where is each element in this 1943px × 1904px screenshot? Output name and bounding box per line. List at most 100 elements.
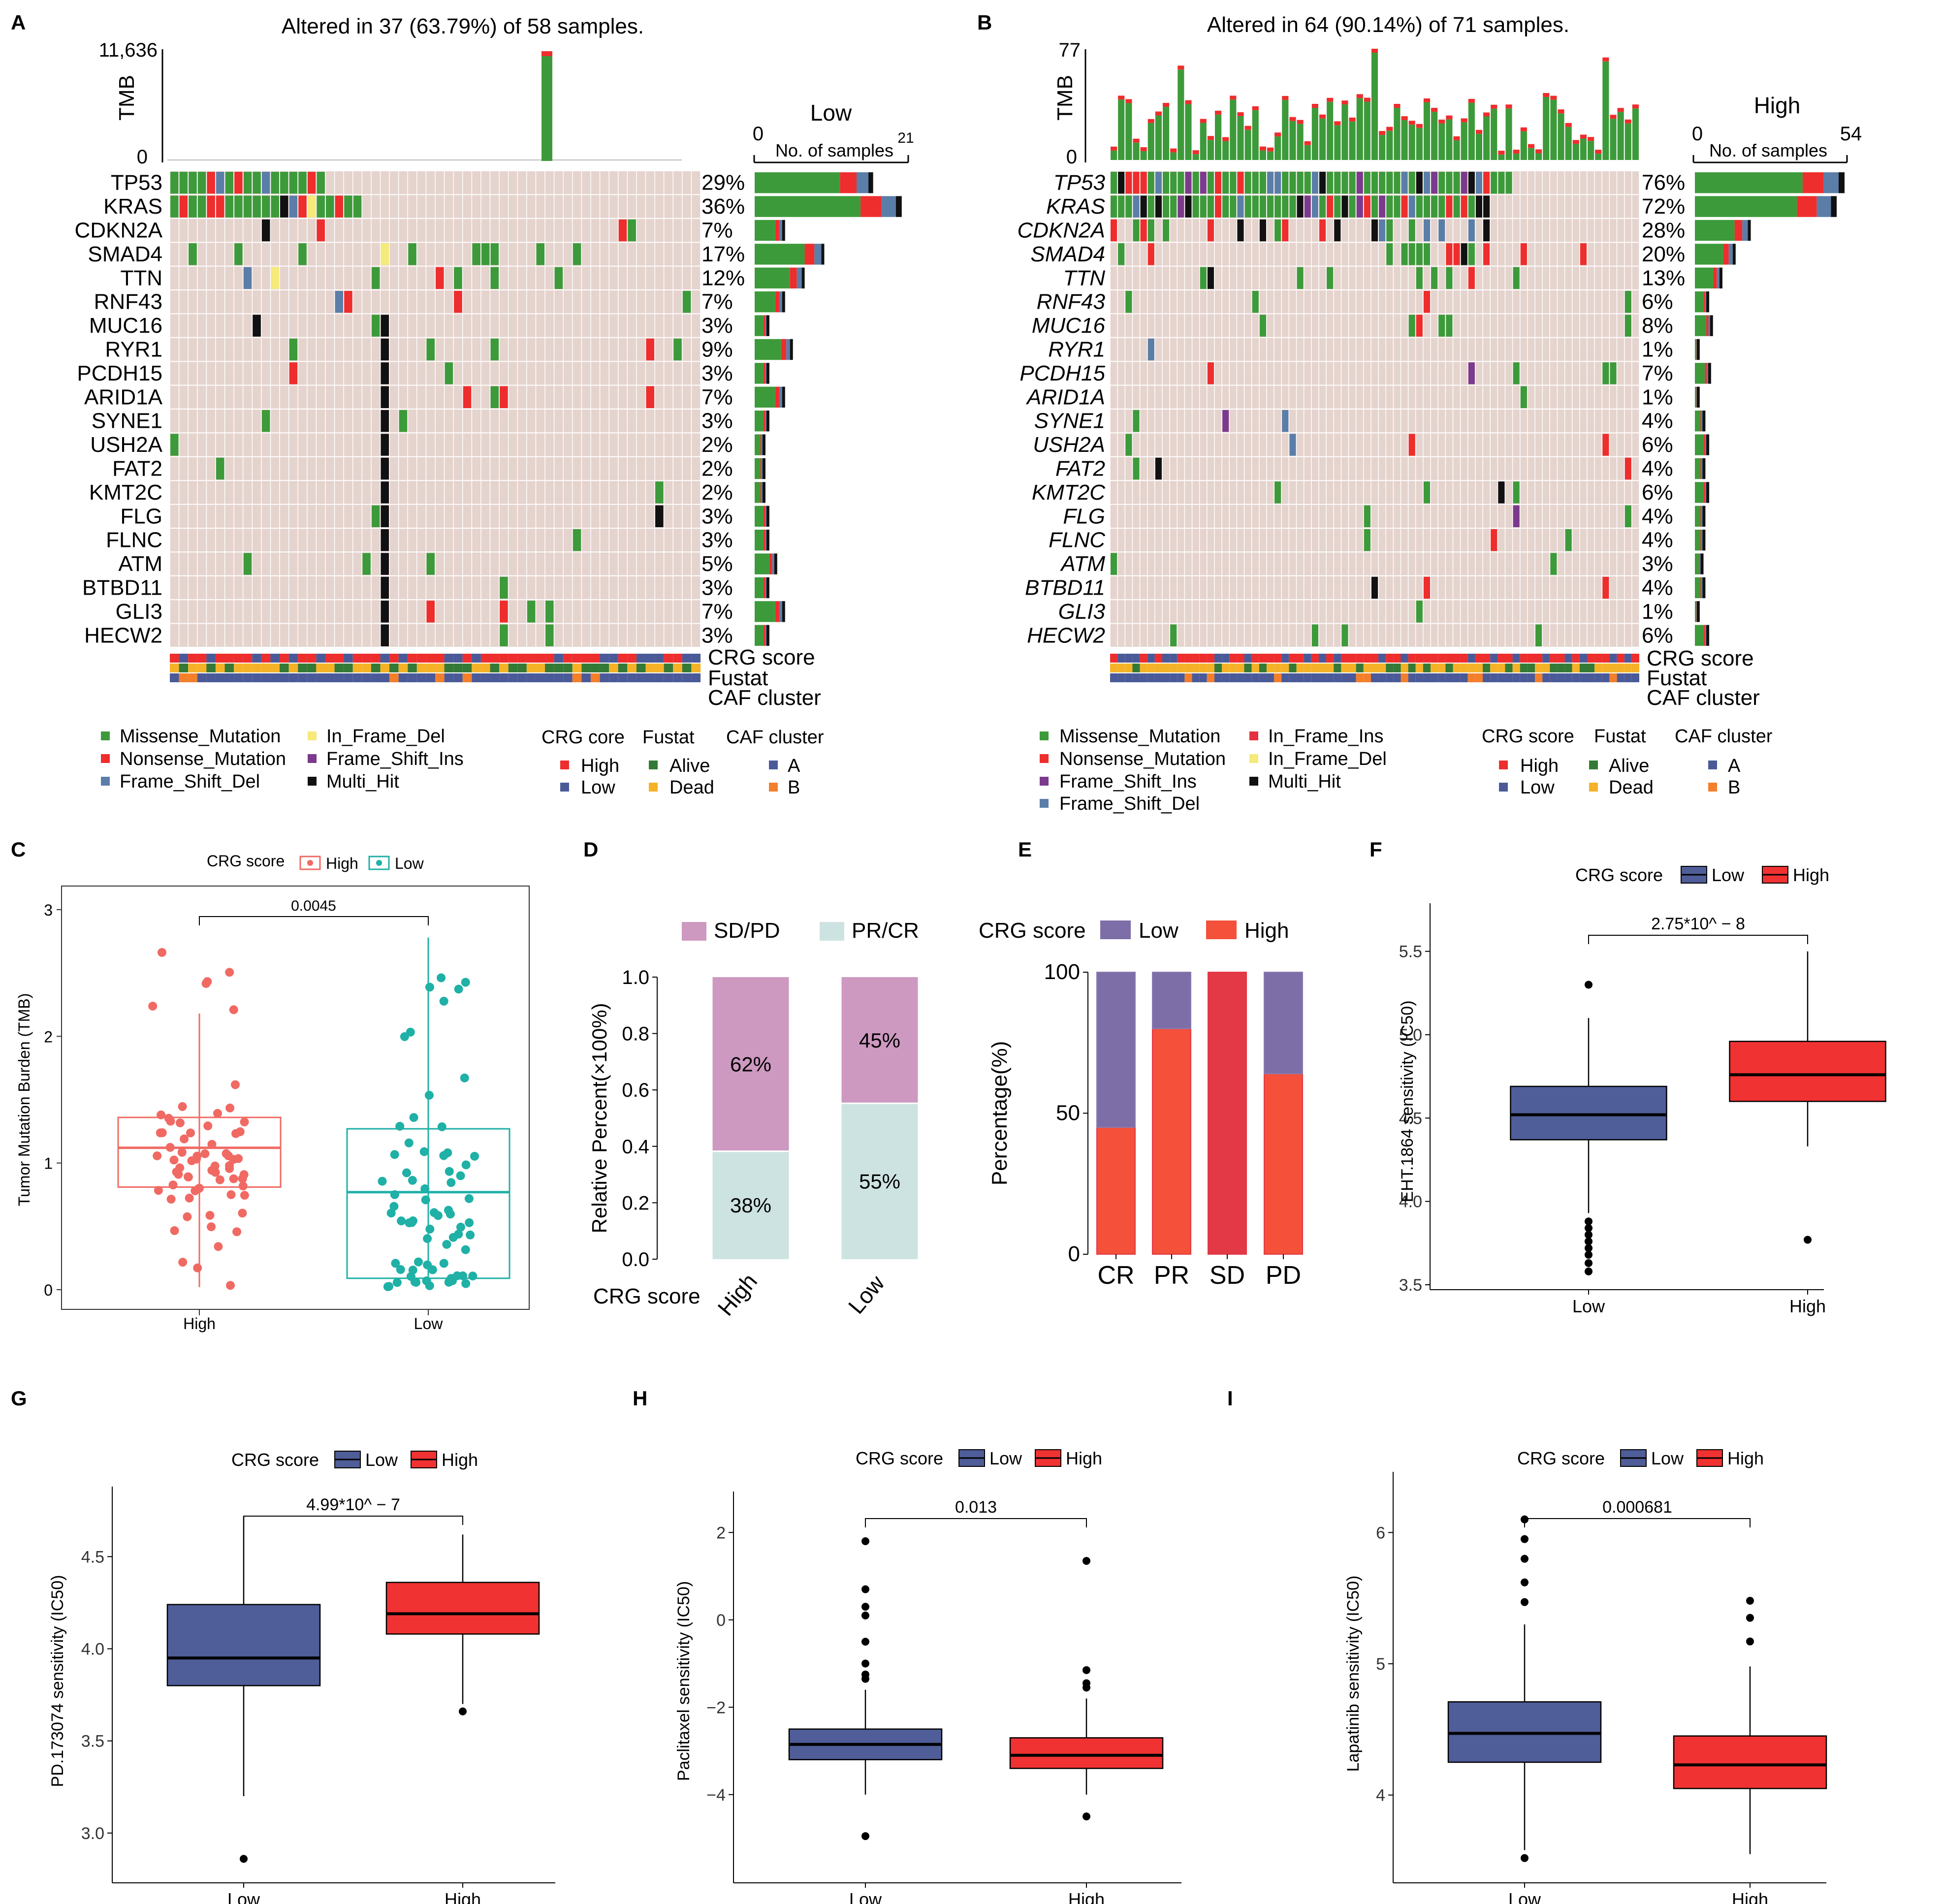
- crg-score-cell: [1624, 654, 1632, 663]
- tmb-bar: [1230, 99, 1237, 160]
- frequency-bar-ush2a: [1706, 434, 1710, 455]
- gene-label-muc16: MUC16: [89, 314, 162, 338]
- mutation-cell: [1147, 338, 1154, 361]
- mutation-cell: [1416, 195, 1423, 218]
- box-high: [1009, 1737, 1164, 1769]
- data-point: [465, 1218, 474, 1227]
- panel-a-legend-crg-high: High: [581, 756, 619, 776]
- fustat-cell: [1617, 664, 1624, 672]
- tmb-bar-top: [1282, 95, 1289, 100]
- tmb-bar-top: [1543, 93, 1550, 97]
- mutation-cell: [253, 315, 261, 337]
- frequency-bar-arid1a: [779, 386, 782, 408]
- mutation-cell: [1602, 362, 1609, 384]
- frequency-bar-flnc: [1702, 530, 1706, 551]
- frequency-bar-syne1: [1700, 411, 1702, 432]
- legend-swatch-low: [1100, 920, 1131, 939]
- caf-cluster-cell: [1363, 673, 1371, 682]
- y-tick-label: 0.2: [622, 1192, 649, 1214]
- panel-b-gene-labels: TP53KRASCDKN2ASMAD4TTNRNF43MUC16RYR1PCDH…: [1018, 171, 1106, 648]
- fustat-cell: [234, 664, 243, 672]
- mutation-cell: [1408, 434, 1415, 456]
- frequency-bar-flg: [1701, 506, 1703, 527]
- mutation-cell: [298, 243, 307, 265]
- percent-ush2a: 6%: [1642, 433, 1673, 457]
- mutation-cell: [1125, 172, 1132, 194]
- panel-a-legend-crg-title: CRG core: [541, 727, 625, 748]
- mutation-cell: [1297, 195, 1304, 218]
- mutation-cell: [500, 386, 508, 408]
- frequency-bar-smad4: [814, 244, 822, 265]
- mutation-cell: [445, 362, 453, 384]
- frequency-bar-ttn: [796, 267, 802, 288]
- mutation-cell: [1423, 195, 1431, 218]
- mutation-cell: [216, 195, 224, 218]
- data-point: [213, 1109, 222, 1118]
- fustat-cell: [334, 664, 344, 672]
- percent-gli3: 1%: [1642, 600, 1673, 624]
- fustat-cell: [480, 664, 490, 672]
- fustat-cell: [1445, 664, 1453, 672]
- percent-ttn: 13%: [1642, 266, 1685, 290]
- mutation-cell: [253, 172, 261, 194]
- gene-label-ttn: TTN: [1063, 266, 1105, 290]
- data-point: [178, 1102, 187, 1111]
- percent-hecw2: 6%: [1642, 623, 1673, 647]
- caf-cluster-cell: [673, 673, 682, 682]
- crg-score-cell: [352, 654, 362, 663]
- panel-b-group-label: High: [1754, 93, 1801, 118]
- tmb-bar: [1379, 135, 1386, 160]
- fustat-cell: [1587, 664, 1595, 672]
- data-point: [184, 1173, 193, 1182]
- legend-swatch-dead: [649, 783, 658, 792]
- crg-score-cell: [426, 654, 435, 663]
- tmb-bar: [1595, 154, 1602, 160]
- data-point: [405, 1218, 414, 1228]
- tmb-bar: [1602, 61, 1609, 160]
- mutation-cell: [1170, 172, 1177, 194]
- fustat-cell: [1229, 664, 1237, 672]
- outlier-point: [1585, 1217, 1593, 1226]
- caf-cluster-cell: [1408, 673, 1416, 682]
- fustat-cell: [1378, 664, 1386, 672]
- mutation-cell: [1162, 195, 1170, 218]
- data-point: [443, 1148, 452, 1157]
- frequency-bar-kmt2c: [1705, 482, 1707, 503]
- caf-cluster-cell: [316, 673, 325, 682]
- crg-score-cell: [197, 654, 207, 663]
- mutation-cell: [234, 195, 243, 218]
- fustat-cell: [280, 664, 289, 672]
- caf-cluster-cell: [1177, 673, 1185, 682]
- legend-label-low: Low: [395, 855, 424, 872]
- data-point: [402, 1168, 412, 1177]
- fustat-cell: [1386, 664, 1394, 672]
- outlier-point: [1521, 1578, 1529, 1587]
- mutation-cell: [1133, 219, 1140, 242]
- frequency-bar-fat2: [762, 458, 765, 479]
- gene-label-tp53: TP53: [111, 171, 162, 195]
- data-point: [238, 1174, 247, 1183]
- frequency-bar-atm: [755, 553, 769, 574]
- tmb-bar-top: [1230, 95, 1237, 100]
- fustat-cell: [1266, 664, 1274, 672]
- outlier-point: [1585, 1267, 1593, 1275]
- crg-score-cell: [664, 654, 673, 663]
- fustat-cell: [426, 664, 435, 672]
- y-tick-label: 50: [1056, 1101, 1080, 1125]
- y-tick-label: 5.0: [1399, 1026, 1422, 1045]
- frequency-bar-ryr1: [786, 339, 790, 360]
- outlier-point: [1083, 1683, 1090, 1692]
- legend-swatch-b-multihit: [1249, 777, 1258, 786]
- frequency-bar-fat2: [755, 458, 761, 479]
- data-point: [226, 1190, 236, 1199]
- data-point: [164, 1113, 173, 1123]
- data-point: [215, 1175, 224, 1184]
- panel-a-legend-fsins: Frame_Shift_Ins: [326, 749, 464, 769]
- frequency-bar-btbd11: [1701, 577, 1703, 599]
- frequency-bar-hecw2: [766, 625, 769, 646]
- fustat-cell: [1289, 664, 1297, 672]
- mutation-cell: [1178, 172, 1184, 194]
- caf-cluster-cell: [618, 673, 628, 682]
- data-point: [238, 1208, 247, 1218]
- x-tick-label-high: High: [1789, 1296, 1826, 1316]
